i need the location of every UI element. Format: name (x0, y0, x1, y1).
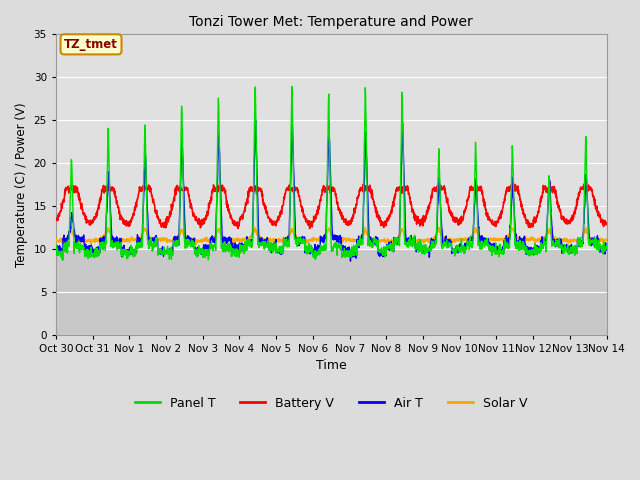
Air T (52, 244, 60, 250)
Air T (570, 246, 577, 252)
Air T (360, 202, 367, 207)
Solar V (603, 238, 611, 243)
Solar V (570, 239, 577, 244)
Solar V (193, 241, 200, 247)
Solar V (206, 236, 214, 242)
Air T (347, 258, 355, 264)
Panel T (206, 247, 214, 252)
Text: TZ_tmet: TZ_tmet (64, 38, 118, 51)
Y-axis label: Temperature (C) / Power (V): Temperature (C) / Power (V) (15, 102, 28, 267)
Battery V (492, 221, 499, 227)
Line: Battery V: Battery V (56, 183, 607, 228)
Panel T (603, 242, 611, 248)
Panel T (52, 252, 60, 258)
Air T (252, 117, 259, 123)
X-axis label: Time: Time (316, 359, 347, 372)
Battery V (348, 219, 355, 225)
Air T (492, 246, 499, 252)
Solar V (360, 230, 367, 236)
Bar (56, 35, 607, 249)
Legend: Panel T, Battery V, Air T, Solar V: Panel T, Battery V, Air T, Solar V (130, 392, 532, 415)
Panel T (59, 257, 67, 263)
Battery V (360, 181, 367, 187)
Battery V (570, 214, 577, 219)
Bar (56, 249, 607, 335)
Panel T (555, 237, 563, 243)
Battery V (52, 217, 60, 223)
Solar V (362, 225, 369, 230)
Solar V (348, 237, 355, 243)
Battery V (205, 201, 213, 207)
Title: Tonzi Tower Met: Temperature and Power: Tonzi Tower Met: Temperature and Power (189, 15, 473, 29)
Panel T (360, 201, 367, 206)
Battery V (306, 226, 314, 231)
Solar V (492, 235, 499, 241)
Panel T (570, 244, 577, 250)
Solar V (52, 238, 60, 243)
Panel T (288, 84, 296, 89)
Battery V (555, 203, 563, 209)
Panel T (348, 249, 355, 255)
Battery V (546, 180, 554, 186)
Panel T (492, 240, 499, 246)
Battery V (603, 220, 611, 226)
Air T (348, 248, 355, 254)
Line: Air T: Air T (56, 120, 607, 261)
Line: Panel T: Panel T (56, 86, 607, 260)
Line: Solar V: Solar V (56, 228, 607, 244)
Air T (205, 244, 213, 250)
Solar V (555, 236, 563, 241)
Air T (555, 236, 563, 242)
Air T (603, 247, 611, 253)
